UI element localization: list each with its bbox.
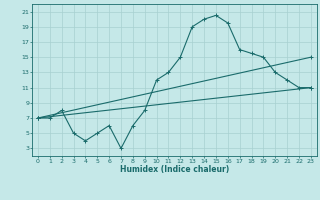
X-axis label: Humidex (Indice chaleur): Humidex (Indice chaleur) [120, 165, 229, 174]
